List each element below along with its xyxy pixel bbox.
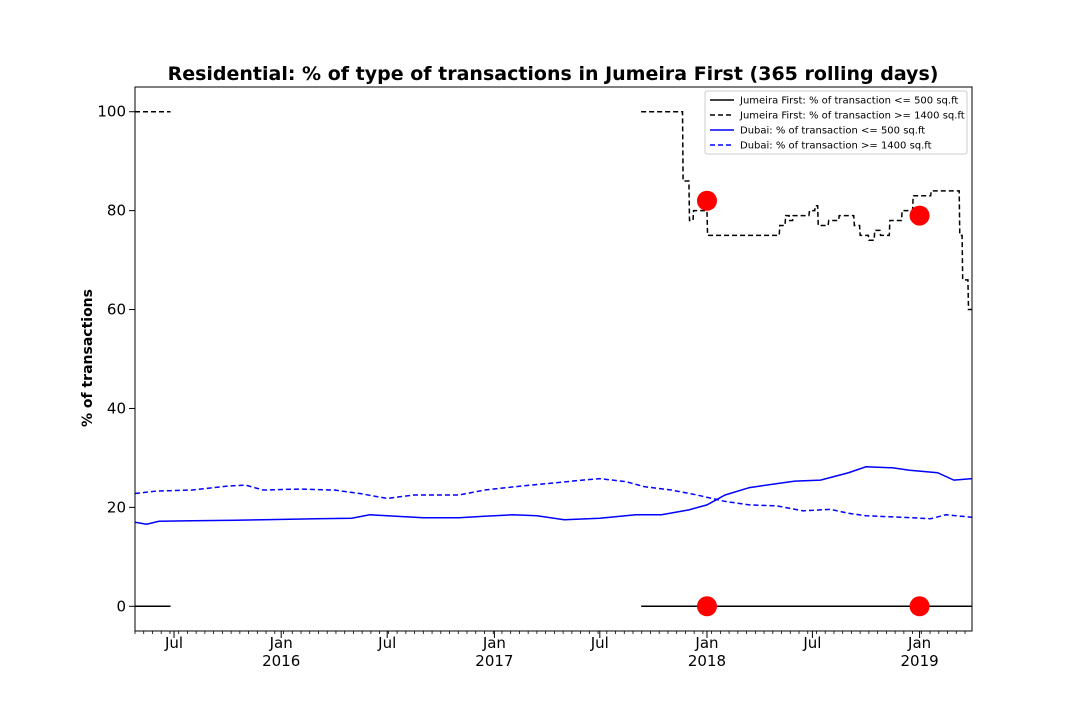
highlight-marker (696, 190, 717, 211)
axes-frame (134, 86, 973, 632)
legend-label: Jumeira First: % of transaction >= 1400 … (739, 111, 965, 122)
legend: Jumeira First: % of transaction <= 500 s… (704, 90, 968, 155)
x-tick-label: Jul (377, 634, 396, 652)
y-tick-label: 100 (97, 103, 126, 121)
x-tick-year-label: 2018 (688, 652, 726, 670)
chart-title: Residential: % of type of transactions i… (168, 63, 939, 85)
x-tick-year-label: 2017 (475, 652, 513, 670)
y-tick-label: 40 (107, 399, 126, 417)
highlight-marker (696, 596, 717, 617)
x-tick-label: Jan (269, 634, 293, 652)
x-tick-year-label: 2016 (262, 652, 300, 670)
y-tick-label: 60 (107, 301, 126, 319)
x-tick-label: Jul (590, 634, 609, 652)
x-tick-label: Jan (694, 634, 718, 652)
x-tick-label: Jan (907, 634, 931, 652)
legend-label: Jumeira First: % of transaction <= 500 s… (739, 96, 958, 107)
x-tick-label: Jul (802, 634, 821, 652)
x-tick-label: Jul (164, 634, 183, 652)
y-axis: 0 20 40 60 80 100 (97, 103, 135, 615)
series-line-3 (134, 466, 973, 525)
series-line-2 (641, 110, 972, 311)
y-tick-label: 0 (116, 597, 126, 615)
series-line-4 (134, 477, 973, 520)
x-tick-label: Jan (482, 634, 506, 652)
plot-area (134, 110, 973, 617)
legend-label: Dubai: % of transaction >= 1400 sq.ft (740, 141, 932, 152)
legend-label: Dubai: % of transaction <= 500 sq.ft (740, 126, 925, 137)
x-tick-year-label: 2019 (900, 652, 938, 670)
highlight-marker (909, 205, 930, 226)
legend-box (704, 90, 968, 155)
y-tick-label: 80 (107, 202, 126, 220)
y-tick-label: 20 (107, 498, 126, 516)
y-axis-label: % of transactions (80, 289, 96, 427)
highlight-marker (909, 596, 930, 617)
